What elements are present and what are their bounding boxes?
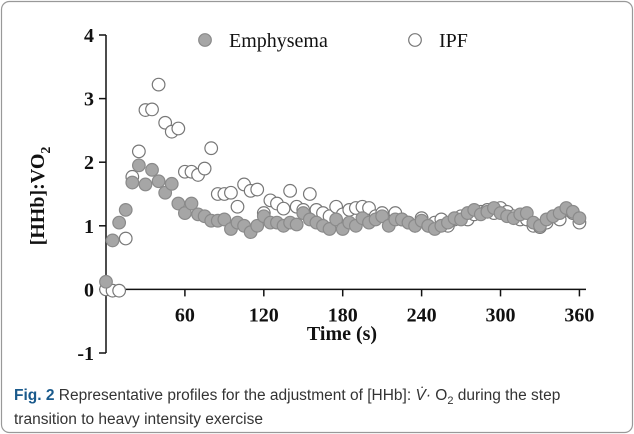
point [329, 212, 344, 227]
legend-marker [198, 33, 212, 47]
y-tick-label: 0 [84, 279, 94, 301]
x-tick-label: 360 [564, 304, 594, 326]
x-tick-label: 240 [407, 304, 437, 326]
y-axis-label: [HHb]:VO2 [27, 147, 54, 246]
legend-marker [408, 33, 422, 47]
point [204, 141, 219, 156]
point [145, 162, 159, 177]
point [184, 196, 199, 211]
point [519, 206, 534, 220]
point [125, 175, 140, 190]
point [112, 283, 127, 298]
point [230, 199, 245, 214]
y-label-sub: 2 [39, 147, 54, 154]
point [276, 201, 291, 216]
point [289, 217, 304, 232]
x-tick-label: 60 [175, 304, 195, 326]
point [118, 231, 133, 246]
y-tick-label: 2 [84, 152, 94, 174]
point [112, 215, 127, 230]
y-tick-label: 3 [84, 89, 94, 111]
caption-sub: 2 [447, 395, 454, 408]
legend-label: Emphysema [229, 30, 328, 52]
point [105, 233, 120, 248]
point [375, 209, 390, 224]
point [302, 187, 317, 201]
caption-text: O [430, 387, 448, 404]
point [145, 102, 159, 117]
point [151, 77, 166, 92]
point [224, 185, 238, 200]
point [171, 121, 186, 136]
point [178, 206, 192, 220]
y-tick-label: 4 [84, 25, 94, 47]
point [197, 161, 212, 176]
x-tick-label: 180 [328, 304, 358, 326]
point [572, 211, 587, 226]
point [250, 218, 265, 233]
point [138, 177, 153, 192]
caption-label: Fig. 2 [14, 387, 55, 404]
point [217, 212, 232, 227]
caption-text: during the step transition to heavy inte… [14, 387, 561, 428]
x-axis-label: Time (s) [307, 323, 377, 345]
y-tick-label: -1 [77, 343, 94, 365]
point [250, 182, 265, 197]
point [283, 183, 298, 198]
y-tick-label: 1 [84, 216, 94, 238]
point [99, 274, 113, 289]
caption-vdot: V̇· [415, 387, 431, 404]
point [151, 174, 166, 189]
point [164, 176, 179, 191]
point [131, 158, 146, 173]
y-label-main: [HHb]:VO [27, 154, 49, 246]
caption: Fig. 2 Representative profiles for the a… [14, 384, 620, 432]
x-tick-label: 300 [486, 304, 516, 326]
legend-label: IPF [439, 30, 468, 52]
x-tick-label: 120 [249, 304, 279, 326]
point [131, 144, 146, 159]
point [118, 202, 133, 217]
caption-text: Representative profiles for the adjustme… [58, 387, 416, 404]
